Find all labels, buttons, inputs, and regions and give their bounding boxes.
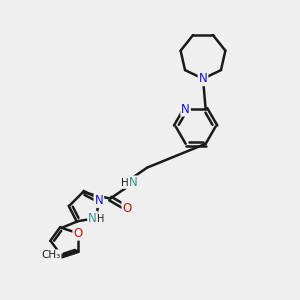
Text: H: H <box>98 214 105 224</box>
Text: CH₃: CH₃ <box>42 250 61 260</box>
Text: O: O <box>74 227 82 240</box>
Text: N: N <box>181 103 190 116</box>
Text: N: N <box>88 212 97 225</box>
Text: N: N <box>129 176 138 190</box>
Text: N: N <box>199 72 207 85</box>
Text: N: N <box>94 194 103 207</box>
Text: H: H <box>121 178 129 188</box>
Text: O: O <box>122 202 132 215</box>
